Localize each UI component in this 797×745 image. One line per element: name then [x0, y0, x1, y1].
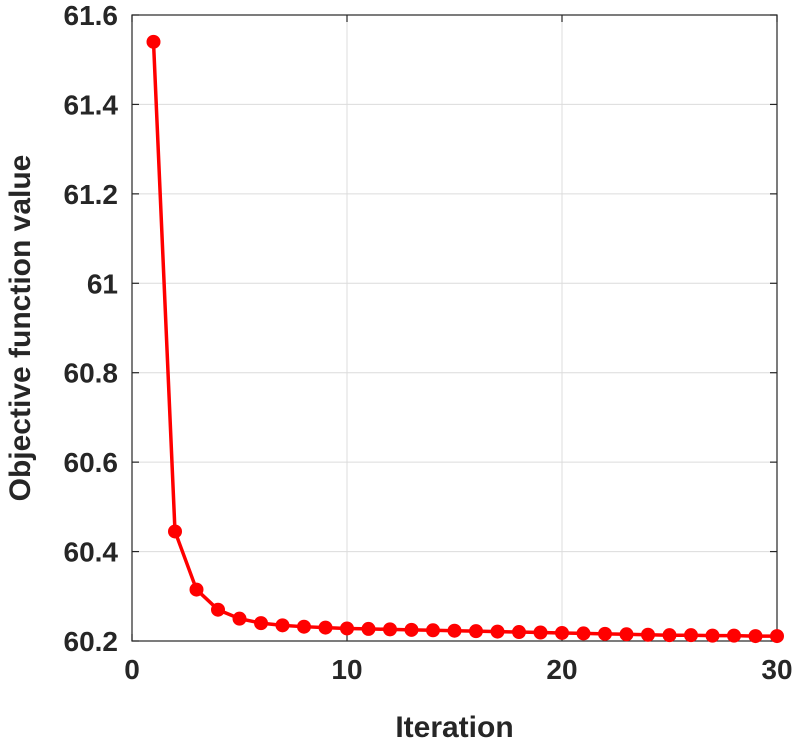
data-point	[383, 622, 397, 637]
data-point	[447, 623, 462, 638]
y-axis-title: Objective function value	[4, 155, 37, 502]
data-point	[598, 626, 612, 641]
y-tick-label: 60.4	[64, 537, 119, 568]
data-point	[404, 622, 419, 637]
y-tick-label: 60.8	[64, 358, 119, 389]
data-point	[641, 627, 655, 642]
data-point	[340, 621, 354, 636]
data-point	[705, 628, 720, 643]
data-point	[426, 623, 440, 638]
data-point	[727, 628, 741, 643]
data-point	[297, 619, 311, 634]
data-point	[189, 582, 204, 597]
y-tick-label: 61.2	[64, 179, 119, 210]
x-axis-title: Iteration	[395, 711, 513, 744]
data-point	[490, 624, 505, 639]
y-tick-label: 61	[87, 268, 118, 299]
x-tick-label: 20	[546, 654, 577, 685]
data-point	[662, 628, 677, 643]
data-point	[684, 628, 698, 643]
data-point	[318, 620, 333, 635]
plot-area-frame	[131, 14, 778, 642]
data-point	[275, 618, 290, 633]
data-point	[211, 602, 225, 617]
data-point	[533, 625, 548, 640]
data-point	[361, 621, 376, 636]
data-point	[146, 34, 161, 49]
x-tick-label: 10	[331, 654, 362, 685]
data-point	[748, 629, 763, 644]
ticks: 0 10 20 30 60.2 60.4 60.6 60.8 61 61.2 61.4 61.6	[64, 0, 793, 685]
y-tick-label: 61.4	[64, 89, 119, 120]
data-point	[619, 627, 634, 642]
data-point	[770, 629, 784, 644]
data-point	[254, 616, 268, 631]
x-tick-label: 0	[124, 654, 140, 685]
series-layer	[146, 34, 784, 644]
data-point	[232, 611, 247, 626]
y-tick-label: 61.6	[64, 0, 119, 31]
data-point	[512, 625, 526, 640]
grid	[132, 15, 777, 641]
y-tick-label: 60.2	[64, 626, 119, 657]
data-point	[555, 625, 569, 640]
data-point	[469, 624, 483, 639]
y-tick-label: 60.6	[64, 447, 119, 478]
x-tick-label: 30	[761, 654, 792, 685]
data-point	[576, 626, 591, 641]
data-point	[168, 524, 182, 539]
